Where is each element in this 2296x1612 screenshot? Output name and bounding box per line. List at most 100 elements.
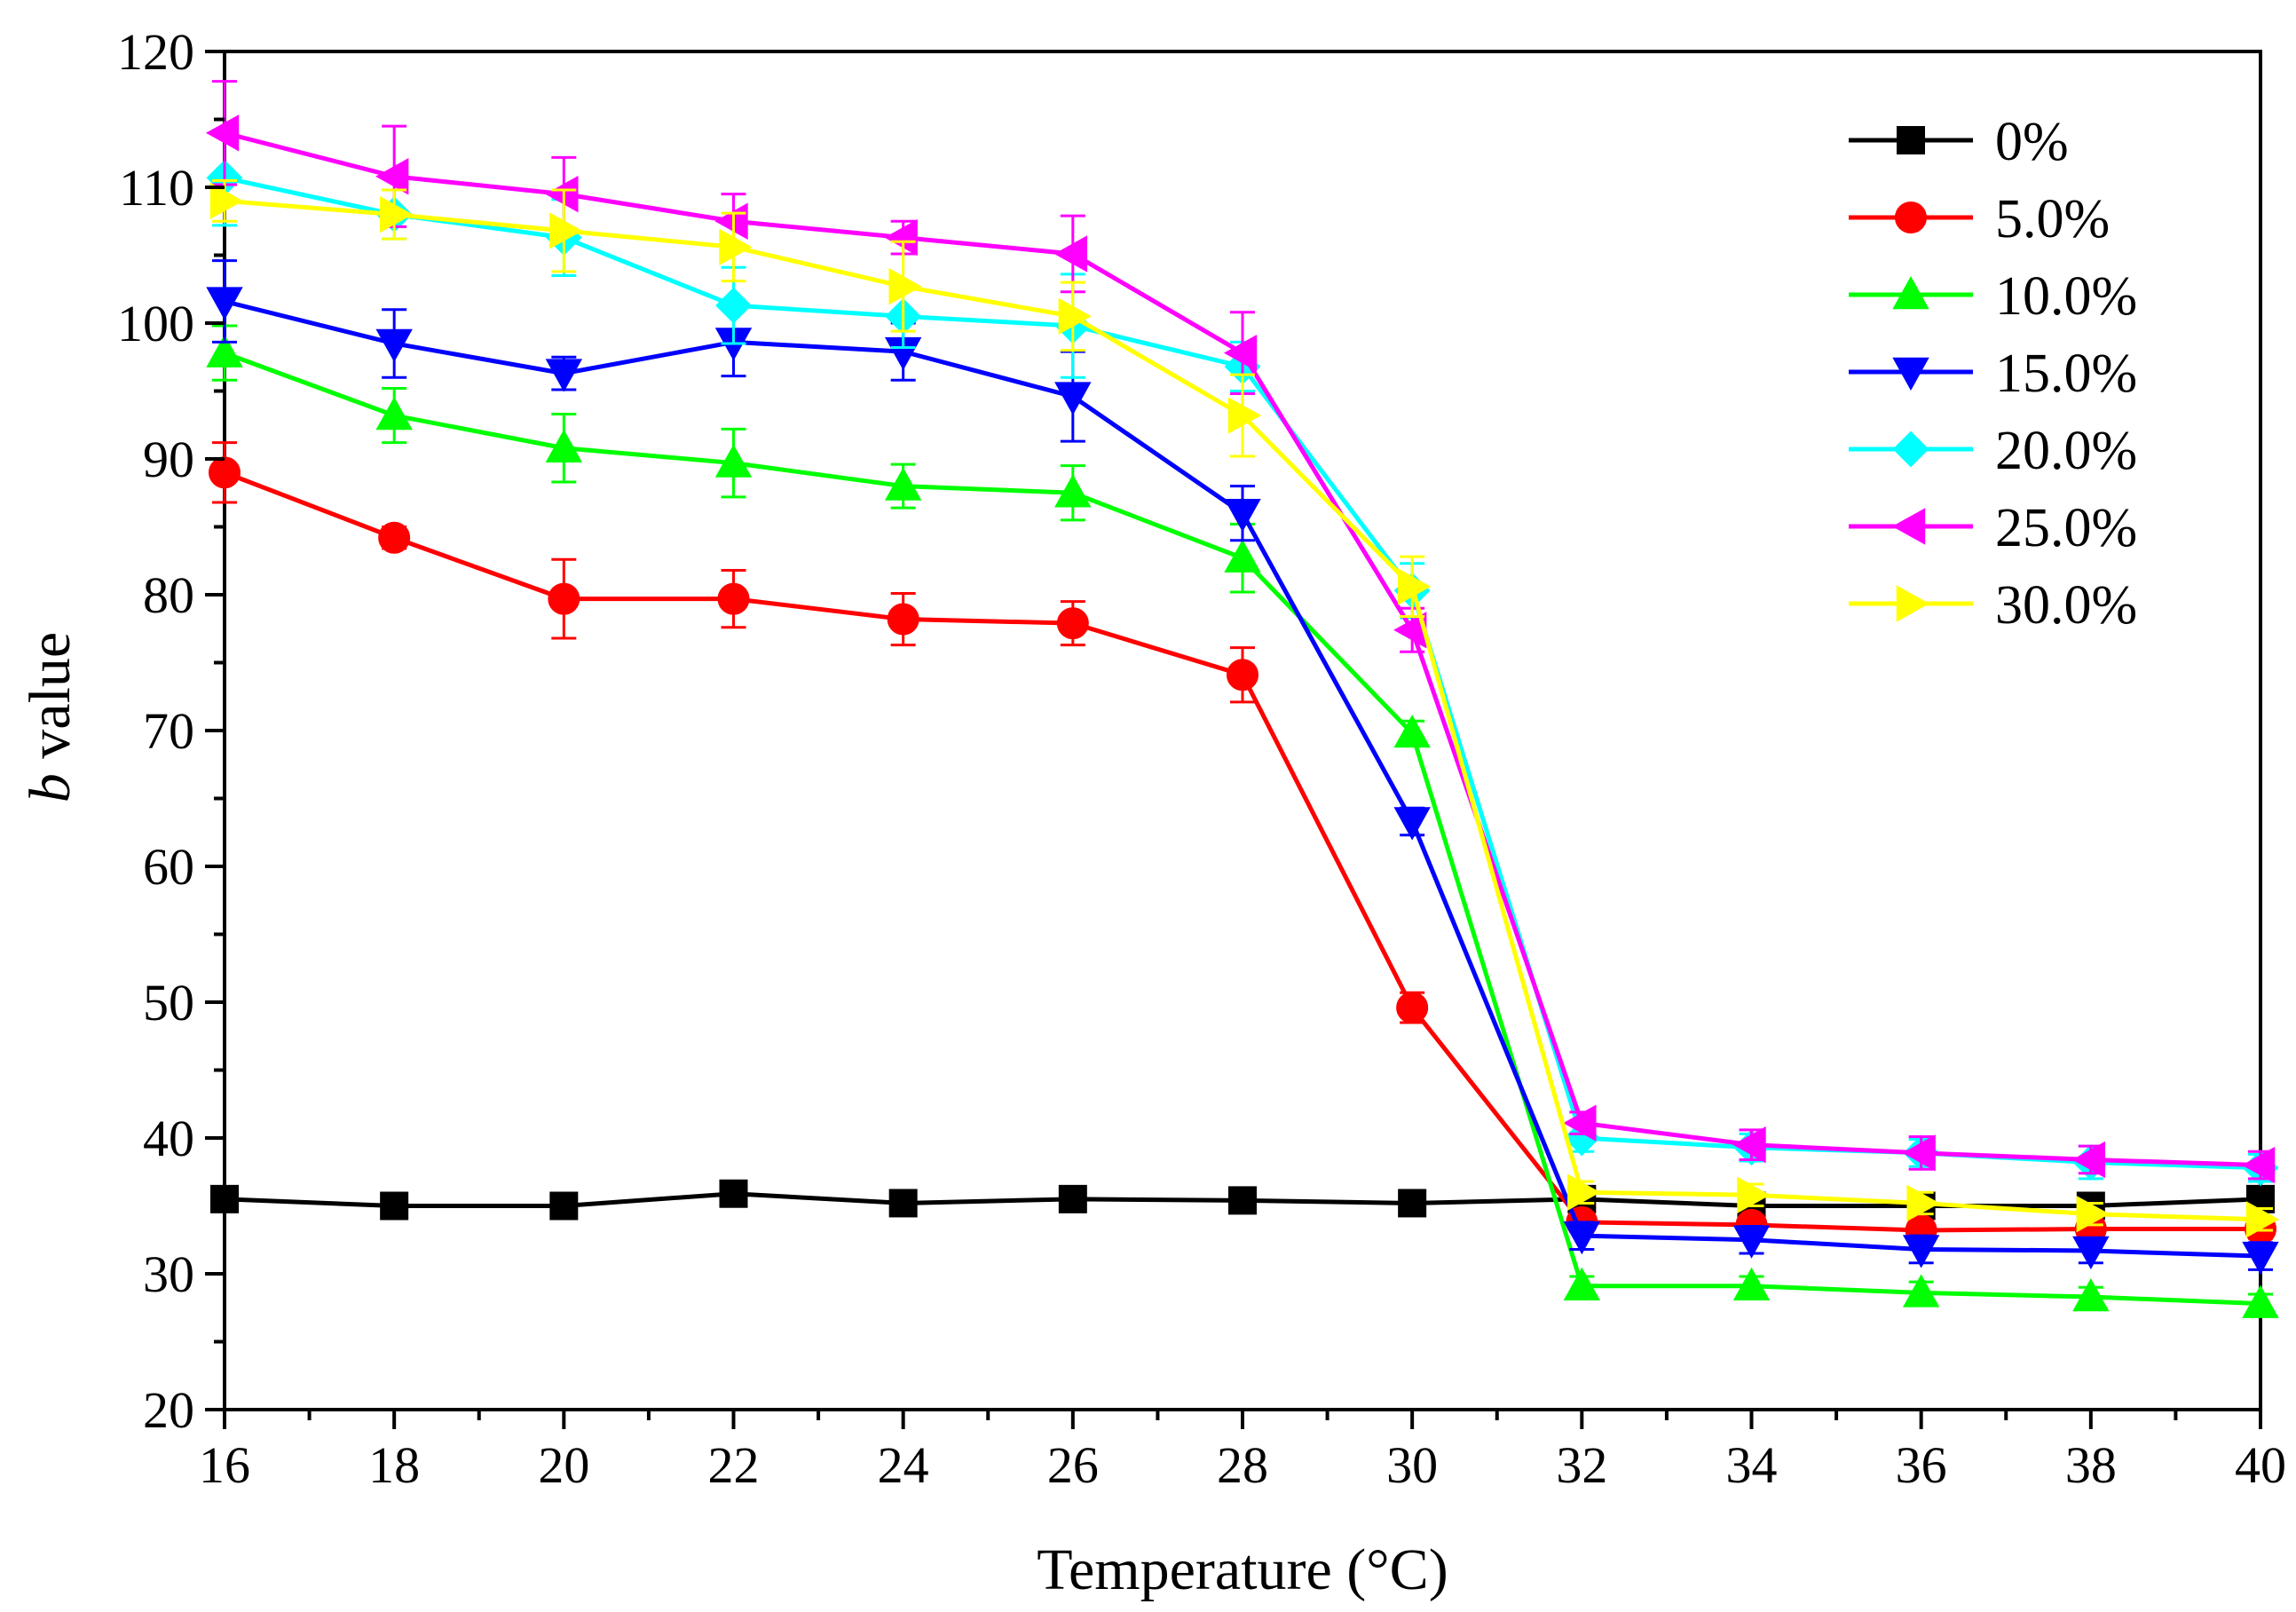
legend-label: 30.0% bbox=[1995, 575, 2137, 636]
data-point bbox=[1732, 1267, 1771, 1300]
data-point bbox=[1056, 607, 1089, 640]
data-point bbox=[209, 456, 241, 489]
series-0% bbox=[210, 1179, 2275, 1221]
y-tick-label: 80 bbox=[143, 566, 194, 624]
data-point bbox=[1732, 1126, 1766, 1164]
data-point bbox=[2072, 1277, 2110, 1312]
y-axis-title: b value bbox=[18, 632, 83, 802]
legend-label: 25.0% bbox=[1995, 498, 2137, 558]
legend-marker bbox=[1896, 585, 1930, 622]
data-point bbox=[209, 182, 244, 219]
data-point bbox=[2071, 1141, 2106, 1179]
legend-marker bbox=[1892, 275, 1929, 310]
y-tick-label: 90 bbox=[143, 431, 194, 488]
x-tick-label: 28 bbox=[1217, 1436, 1268, 1494]
data-point bbox=[375, 328, 413, 363]
x-tick-label: 26 bbox=[1047, 1436, 1099, 1494]
y-tick-label: 110 bbox=[119, 159, 194, 217]
data-point bbox=[2241, 1146, 2276, 1184]
data-point bbox=[375, 396, 413, 431]
data-point bbox=[1227, 659, 1258, 691]
data-point bbox=[2242, 1241, 2279, 1276]
x-tick-label: 16 bbox=[199, 1436, 250, 1494]
legend-marker bbox=[1895, 202, 1927, 233]
legend-marker bbox=[1892, 431, 1929, 468]
series-25.0% bbox=[205, 80, 2276, 1184]
legend-item: 15.0% bbox=[1849, 344, 2137, 404]
legend-label: 0% bbox=[1995, 112, 2069, 172]
data-point bbox=[545, 359, 583, 392]
data-point bbox=[375, 158, 409, 195]
data-point bbox=[545, 429, 583, 462]
data-point bbox=[210, 1184, 239, 1213]
data-point bbox=[887, 603, 919, 636]
data-point bbox=[206, 334, 243, 367]
x-tick-label: 38 bbox=[2065, 1436, 2117, 1494]
data-point bbox=[1058, 297, 1092, 336]
data-point bbox=[206, 287, 243, 320]
data-point bbox=[1902, 1134, 1936, 1172]
data-point bbox=[719, 228, 753, 266]
legend-item: 25.0% bbox=[1849, 498, 2137, 558]
data-point bbox=[378, 521, 411, 554]
x-tick-label: 20 bbox=[538, 1436, 589, 1494]
data-point bbox=[549, 1191, 579, 1221]
data-point bbox=[884, 467, 922, 501]
x-tick-label: 30 bbox=[1386, 1436, 1438, 1494]
data-point bbox=[1393, 807, 1431, 841]
legend-marker bbox=[1897, 126, 1925, 154]
series-group bbox=[205, 80, 2280, 1318]
data-point bbox=[2076, 1195, 2110, 1233]
data-point bbox=[1563, 1104, 1597, 1142]
data-point bbox=[1397, 568, 1432, 605]
legend-label: 5.0% bbox=[1995, 189, 2110, 249]
y-tick-label: 60 bbox=[143, 838, 194, 896]
y-tick-label: 30 bbox=[143, 1245, 194, 1303]
data-point bbox=[1058, 1184, 1087, 1213]
y-tick-label: 40 bbox=[143, 1110, 194, 1167]
data-point bbox=[1224, 499, 1261, 533]
data-point bbox=[1398, 1189, 1427, 1218]
data-point bbox=[380, 1191, 409, 1221]
data-point bbox=[884, 218, 918, 257]
data-point bbox=[1567, 1173, 1601, 1211]
data-point bbox=[1054, 382, 1092, 415]
x-tick-label: 34 bbox=[1726, 1436, 1778, 1494]
data-point bbox=[1223, 334, 1258, 372]
x-tick-label: 24 bbox=[878, 1436, 929, 1494]
data-point bbox=[1902, 1235, 1940, 1268]
data-point bbox=[1906, 1184, 1940, 1222]
y-tick-label: 100 bbox=[117, 295, 194, 352]
data-point bbox=[205, 115, 240, 152]
data-point bbox=[379, 195, 414, 233]
axes: 16 18 20 22 24 26 28 30 32 34 36 38 40 20 30 40 50 60 70 80… bbox=[117, 23, 2286, 1494]
legend-item: 10.0% bbox=[1849, 266, 2137, 327]
series-30.0% bbox=[209, 178, 2280, 1238]
legend-item: 20.0% bbox=[1849, 421, 2137, 481]
data-point bbox=[1053, 235, 1088, 273]
legend-item: 0% bbox=[1849, 112, 2069, 172]
y-axis-title-suffix: value bbox=[18, 632, 83, 773]
data-point bbox=[1563, 1221, 1601, 1255]
legend-item: 5.0% bbox=[1849, 189, 2110, 249]
data-point bbox=[1393, 715, 1431, 748]
data-point bbox=[888, 1189, 918, 1218]
data-point bbox=[1732, 1225, 1771, 1259]
x-tick-label: 40 bbox=[2235, 1436, 2286, 1494]
data-point bbox=[715, 287, 752, 324]
legend-item: 30.0% bbox=[1849, 575, 2137, 636]
y-tick-label: 70 bbox=[143, 702, 194, 760]
data-point bbox=[1396, 992, 1429, 1024]
y-axis-title-variable: b bbox=[18, 773, 83, 802]
data-point bbox=[2245, 1201, 2280, 1238]
data-point bbox=[1224, 539, 1261, 573]
data-point bbox=[548, 582, 580, 615]
y-tick-label: 20 bbox=[143, 1381, 194, 1439]
data-point bbox=[545, 175, 579, 213]
data-point bbox=[2072, 1236, 2110, 1270]
x-tick-label: 18 bbox=[368, 1436, 420, 1494]
data-point bbox=[714, 444, 753, 478]
x-tick-label: 32 bbox=[1556, 1436, 1607, 1494]
data-point bbox=[1228, 1186, 1257, 1215]
